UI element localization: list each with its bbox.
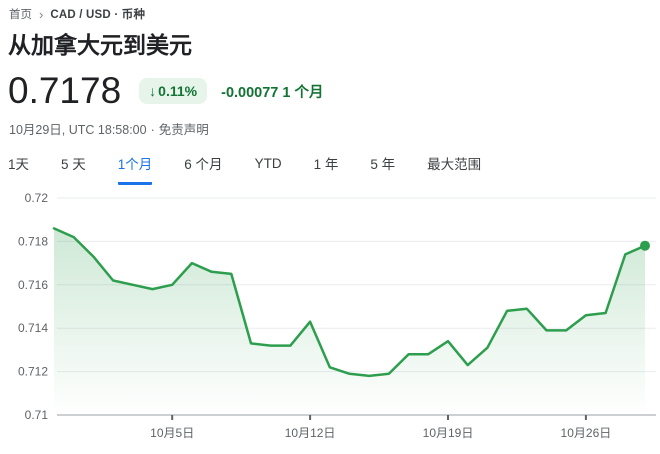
- tab-1d[interactable]: 1天: [8, 146, 29, 185]
- change-percent-badge: ↓ 0.11%: [139, 78, 208, 105]
- breadcrumb: 首页 › CAD / USD · 币种: [9, 6, 145, 22]
- tab-max[interactable]: 最大范围: [427, 146, 481, 185]
- quote-header: 0.7178 ↓ 0.11% -0.00077 1 个月: [8, 70, 323, 112]
- svg-text:0.712: 0.712: [18, 365, 48, 379]
- page-title: 从加拿大元到美元: [8, 32, 192, 58]
- date-range-tabs: 1天 5 天 1个月 6 个月 YTD 1 年 5 年 最大范围: [8, 146, 513, 185]
- disclaimer-link[interactable]: 免责声明: [158, 123, 209, 137]
- quote-meta: 10月29日, UTC 18:58:00 · 免责声明: [9, 119, 209, 138]
- price-line: [52, 227, 647, 378]
- y-axis-labels: 0.71 0.712 0.714 0.716 0.718 0.72: [18, 191, 48, 422]
- svg-text:0.71: 0.71: [25, 408, 49, 422]
- change-absolute-value: -0.00077: [221, 84, 279, 101]
- x-axis-labels: 10月5日 10月12日 10月19日 10月26日: [150, 426, 611, 440]
- arrow-down-icon: ↓: [149, 83, 157, 100]
- tab-ytd[interactable]: YTD: [255, 146, 282, 185]
- change-period-label: 1 个月: [282, 84, 324, 101]
- dot-separator: ·: [150, 123, 155, 137]
- tab-1m[interactable]: 1个月: [117, 146, 153, 185]
- change-absolute: -0.00077 1 个月: [221, 81, 323, 102]
- svg-text:0.718: 0.718: [18, 234, 48, 248]
- change-percent-value: 0.11%: [158, 83, 198, 100]
- svg-text:0.714: 0.714: [18, 321, 48, 335]
- chevron-right-icon: ›: [39, 6, 44, 22]
- breadcrumb-home-link[interactable]: 首页: [9, 9, 32, 21]
- svg-text:10月26日: 10月26日: [561, 426, 612, 440]
- price-value: 0.7178: [8, 70, 122, 111]
- svg-text:0.716: 0.716: [18, 278, 48, 292]
- tab-6m[interactable]: 6 个月: [184, 146, 222, 185]
- svg-text:10月5日: 10月5日: [150, 426, 194, 440]
- tab-5d[interactable]: 5 天: [61, 146, 86, 185]
- tab-1y[interactable]: 1 年: [314, 146, 339, 185]
- breadcrumb-current: CAD / USD · 币种: [50, 9, 146, 21]
- x-axis-ticks: [171, 415, 587, 420]
- svg-text:10月12日: 10月12日: [285, 426, 336, 440]
- quote-timestamp: 10月29日, UTC 18:58:00: [9, 123, 147, 137]
- svg-text:0.72: 0.72: [25, 191, 49, 205]
- last-price-dot: [640, 240, 650, 251]
- tab-5y[interactable]: 5 年: [370, 146, 395, 185]
- svg-text:10月19日: 10月19日: [423, 426, 474, 440]
- area-fill: [54, 228, 645, 415]
